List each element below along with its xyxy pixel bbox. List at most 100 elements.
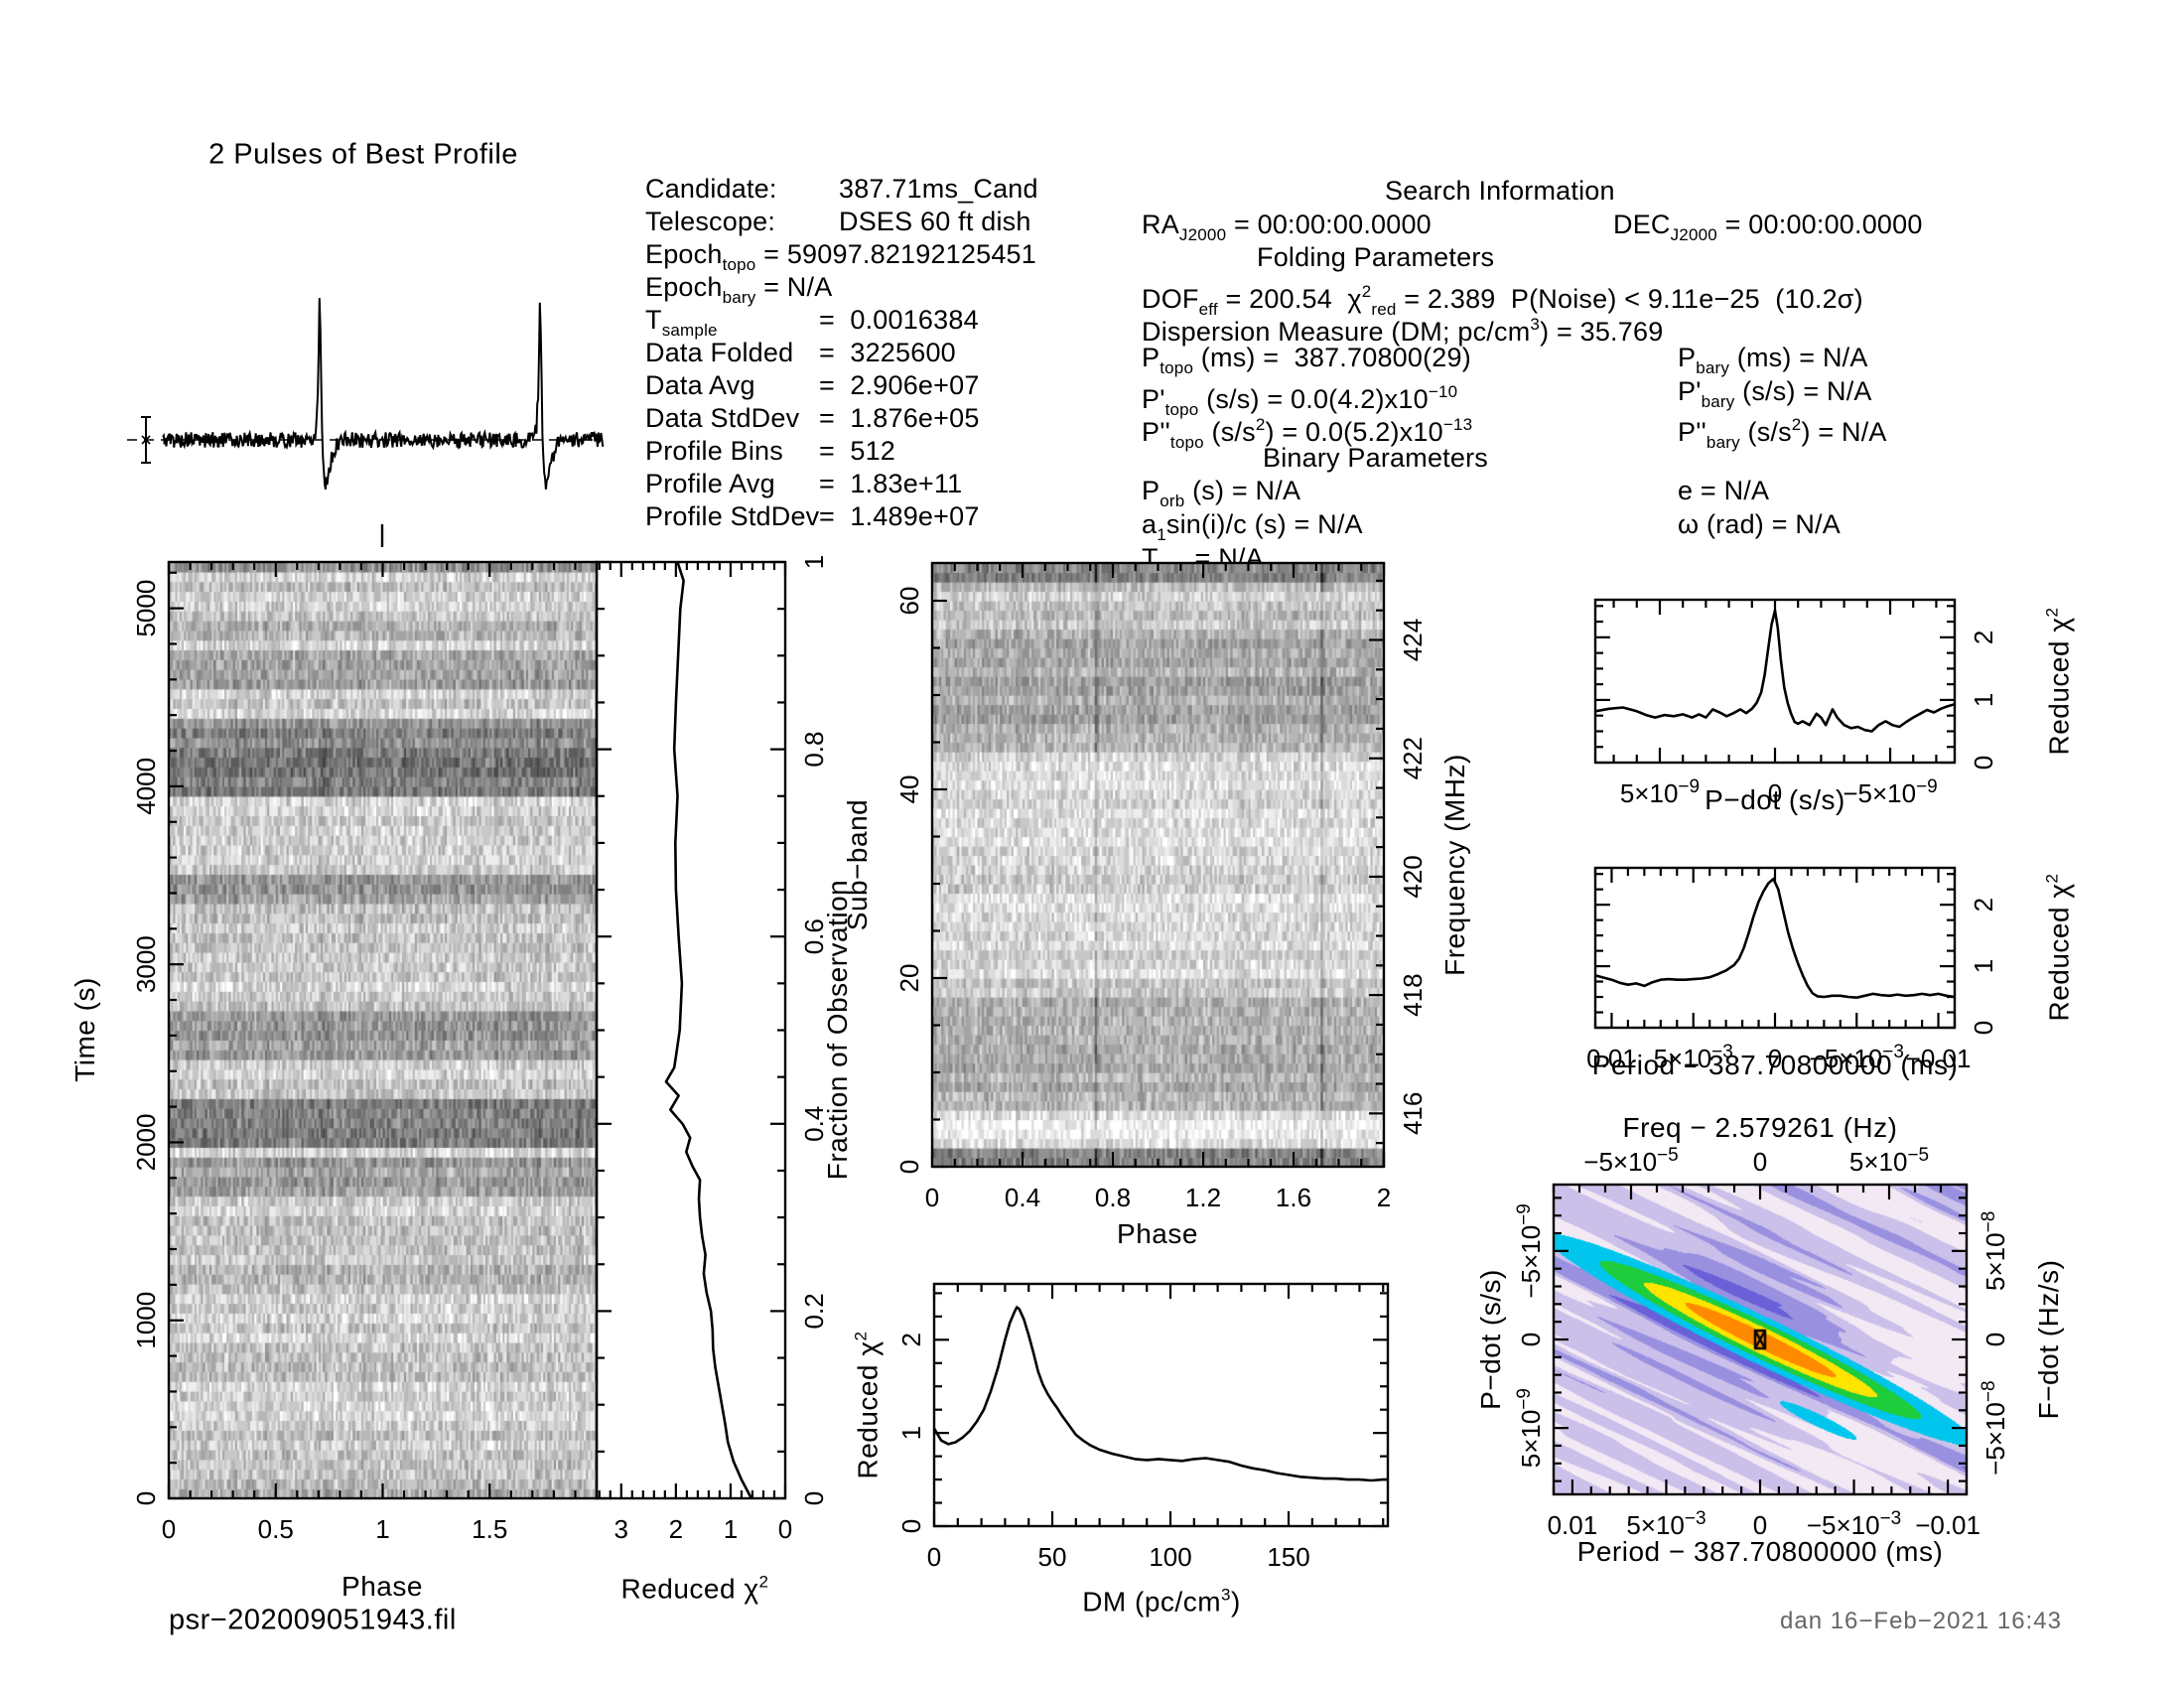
svg-text:2: 2 — [1377, 1183, 1391, 1212]
svg-text:424: 424 — [1398, 619, 1428, 661]
svg-text:0.2: 0.2 — [799, 1293, 829, 1329]
info-line: Data StdDev = 1.876e+05 — [645, 403, 980, 433]
filename-label: psr−202009051943.fil — [169, 1604, 457, 1636]
svg-text:−5×10−3: −5×10−3 — [1810, 1042, 1904, 1073]
svg-text:2: 2 — [669, 1514, 683, 1544]
svg-text:40: 40 — [894, 775, 924, 804]
info-line: Ptopo (ms) = 387.70800(29) Pbary (ms) = N… — [1142, 342, 1868, 377]
info-line: Profile Bins = 512 — [645, 436, 896, 466]
info-line: Tsample = 0.0016384 — [645, 305, 979, 340]
svg-text:0: 0 — [896, 1519, 926, 1533]
svg-text:100: 100 — [1149, 1542, 1191, 1572]
svg-text:2: 2 — [1969, 898, 1998, 912]
svg-text:5×10−8: 5×10−8 — [1979, 1211, 2010, 1291]
info-line: DOFeff = 200.54 χ2red = 2.389 P(Noise) <… — [1142, 281, 1863, 319]
svg-text:150: 150 — [1267, 1542, 1309, 1572]
svg-text:0: 0 — [1768, 1044, 1782, 1073]
svg-text:0: 0 — [1969, 756, 1998, 770]
phase-axis-title-left: Phase — [341, 1571, 423, 1602]
svg-text:1: 1 — [724, 1514, 738, 1544]
info-line: P'topo (s/s) = 0.0(4.2)x10−10 P'bary (s/s… — [1142, 375, 1872, 419]
svg-text:0.5: 0.5 — [258, 1514, 294, 1544]
svg-text:422: 422 — [1398, 737, 1428, 779]
svg-text:3000: 3000 — [131, 935, 161, 993]
svg-text:5×10−5: 5×10−5 — [1849, 1145, 1929, 1177]
svg-text:50: 50 — [1038, 1542, 1067, 1572]
svg-text:1000: 1000 — [131, 1292, 161, 1349]
dm-axis-title: DM (pc/cm3) — [1082, 1585, 1241, 1618]
svg-text:−5×10−9: −5×10−9 — [1843, 776, 1937, 808]
info-line: Dispersion Measure (DM; pc/cm3) = 35.769 — [1142, 315, 1664, 348]
time_vs_phase-canvas — [169, 562, 597, 1498]
info-line: Data Folded = 3225600 — [645, 338, 956, 367]
info-line: Folding Parameters — [1257, 242, 1495, 273]
svg-text:60: 60 — [894, 587, 924, 616]
info-line: Profile StdDev = 1.489e+07 — [645, 501, 980, 531]
info-line: Profile Avg = 1.83e+11 — [645, 469, 963, 498]
chi2_vs_dm-plot: 0 50 100 150 0 1 2 — [896, 1282, 1390, 1572]
freq-map-title: Freq − 2.579261 (Hz) — [1622, 1112, 1898, 1143]
svg-text:1: 1 — [799, 555, 829, 569]
svg-text:0: 0 — [162, 1514, 176, 1544]
svg-text:418: 418 — [1398, 973, 1428, 1016]
svg-text:5×10−3: 5×10−3 — [1626, 1508, 1706, 1540]
svg-text:0: 0 — [1980, 1333, 2010, 1346]
credit-timestamp: dan 16−Feb−2021 16:43 — [1780, 1608, 2062, 1634]
svg-text:0: 0 — [799, 1491, 829, 1505]
candidate-info-block: Candidate: 387.71ms_Cand Telescope: DSES 60… — [645, 173, 1122, 533]
profile-plot-title: 2 Pulses of Best Profile — [208, 138, 518, 171]
svg-text:5×10−9: 5×10−9 — [1620, 776, 1700, 808]
svg-text:1.6: 1.6 — [1276, 1183, 1311, 1212]
info-line: Search Information — [1385, 176, 1615, 206]
info-line: Telescope: DSES 60 ft dish — [645, 207, 1031, 236]
info-line: Porb (s) = N/A e = N/A — [1142, 476, 1770, 511]
reduced-chi2-axis-title-bottom: Reduced χ2 — [620, 1572, 769, 1605]
svg-text:−5×10−9: −5×10−9 — [1514, 1203, 1546, 1298]
svg-text:−5×10−8: −5×10−8 — [1979, 1380, 2010, 1475]
info-line: P''topo (s/s2) = 0.0(5.2)x10−13 P''bary (… — [1142, 415, 1887, 453]
svg-text:−5×10−5: −5×10−5 — [1583, 1145, 1678, 1177]
svg-text:−0.01: −0.01 — [1906, 1044, 1972, 1073]
svg-text:0: 0 — [927, 1542, 941, 1572]
svg-text:0.4: 0.4 — [1005, 1183, 1040, 1212]
pdot_vs_period_map-canvas — [1554, 1185, 1967, 1494]
svg-text:2000: 2000 — [131, 1114, 161, 1172]
svg-text:0: 0 — [894, 1160, 924, 1174]
info-line: Candidate: 387.71ms_Cand — [645, 174, 1038, 204]
svg-text:1: 1 — [896, 1426, 926, 1440]
svg-text:0: 0 — [778, 1514, 792, 1544]
svg-text:0: 0 — [1753, 1510, 1767, 1540]
subband_vs_phase-canvas — [932, 563, 1384, 1167]
info-line: a1sin(i)/c (s) = N/A ω (rad) = N/A — [1142, 508, 1841, 544]
svg-text:4000: 4000 — [131, 758, 161, 815]
period-axis-title-map: Period − 387.70800000 (ms) — [1576, 1536, 1944, 1567]
pdot_vs_period_map-frame: −5×10−5 0 5×10−5 0.01 5×10−3 0 −5×10−3 −0.01 5×1… — [1514, 1145, 2010, 1540]
svg-text:1: 1 — [375, 1514, 389, 1544]
svg-text:0: 0 — [1969, 1021, 1998, 1035]
chi2_vs_pdot-plot: 5×10−9 0 −5×10−9 0 1 2 — [1593, 598, 1998, 808]
svg-text:5000: 5000 — [131, 580, 161, 637]
svg-text:−5×10−3: −5×10−3 — [1807, 1508, 1901, 1540]
svg-text:0: 0 — [131, 1491, 161, 1505]
phase-axis-title-subband: Phase — [1117, 1218, 1198, 1249]
svg-text:3: 3 — [614, 1514, 628, 1544]
info-line: Data Avg = 2.906e+07 — [645, 370, 980, 400]
svg-text:0: 0 — [1753, 1147, 1767, 1177]
svg-text:0: 0 — [925, 1183, 939, 1212]
info-line: RAJ2000 = 00:00:00.0000 DECJ2000 = 00:00:… — [1142, 209, 1923, 244]
svg-text:1.5: 1.5 — [472, 1514, 507, 1544]
svg-text:0.8: 0.8 — [799, 732, 829, 768]
svg-text:0.4: 0.4 — [799, 1106, 829, 1142]
svg-text:1.2: 1.2 — [1185, 1183, 1221, 1212]
period-axis-title-1d: Period − 387.70800000 (ms) — [1591, 1050, 1959, 1080]
svg-text:0.01: 0.01 — [1586, 1044, 1637, 1073]
svg-text:0: 0 — [1516, 1333, 1546, 1346]
info-line: Epochbary = N/A — [645, 272, 833, 307]
svg-text:2: 2 — [1969, 631, 1998, 644]
chi2_vs_period-plot: 0.01 5×10−3 0 −5×10−3 −0.01 0 1 2 — [1586, 866, 1998, 1073]
search-info-block: Search Information RAJ2000 = 00:00:00.000… — [1142, 175, 2045, 578]
svg-text:1: 1 — [1969, 959, 1998, 973]
svg-text:2: 2 — [896, 1333, 926, 1346]
